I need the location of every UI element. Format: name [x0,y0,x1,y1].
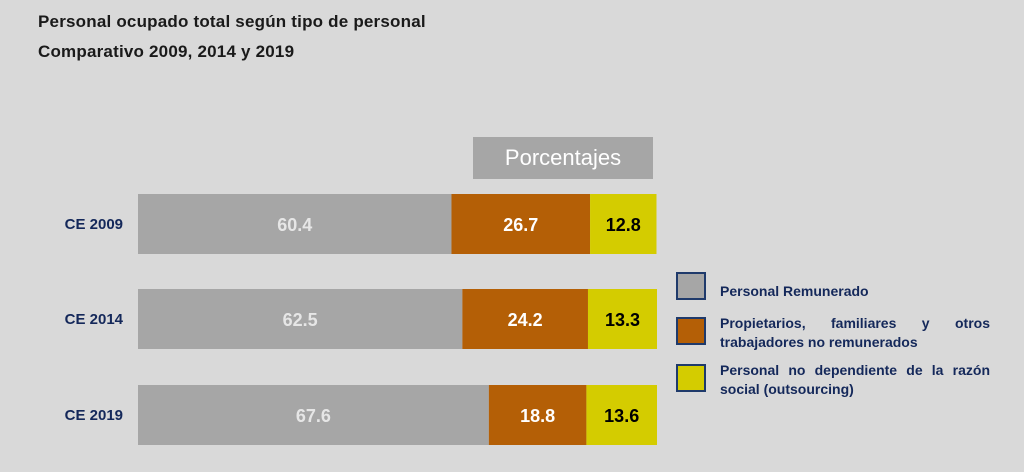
bar-segment [590,194,657,254]
data-label: 12.8 [606,215,641,235]
legend-label-remunerado: Personal Remunerado [720,283,869,299]
legend-label-no-remunerados: Propietarios, familiares y otros trabaja… [720,315,990,350]
legend-item-no-remunerados: Propietarios, familiares y otros trabaja… [676,315,990,352]
bar-segment [138,289,463,349]
category-label: CE 2019 [65,407,123,424]
data-label: 13.6 [604,406,639,426]
legend-item-outsourcing: Personal no dependiente de la razón soci… [676,362,990,399]
legend-item-remunerado: Personal Remunerado [676,272,990,301]
bar-segment [488,385,587,445]
data-label: 62.5 [283,310,318,330]
data-label: 60.4 [277,215,312,235]
legend-label-outsourcing: Personal no dependiente de la razón soci… [720,362,990,397]
legend-swatch-no-remunerados [676,317,706,345]
data-label: 13.3 [605,310,640,330]
bar-segment [462,289,588,349]
data-label: 24.2 [508,310,543,330]
bar-segment [138,194,452,254]
data-label: 18.8 [520,406,555,426]
category-label: CE 2014 [65,311,124,328]
bar-segment [451,194,591,254]
data-label: 26.7 [503,215,538,235]
category-label: CE 2009 [65,216,123,233]
data-label: 67.6 [296,406,331,426]
legend-swatch-remunerado [676,272,706,300]
chart-subtitle: Comparativo 2009, 2014 y 2019 [38,42,295,61]
unit-label: Porcentajes [473,137,653,179]
legend-swatch-outsourcing [676,364,706,392]
bar-segment [587,289,657,349]
chart-title: Personal ocupado total según tipo de per… [38,12,426,31]
bar-segment [138,385,489,445]
bar-segment [586,385,657,445]
